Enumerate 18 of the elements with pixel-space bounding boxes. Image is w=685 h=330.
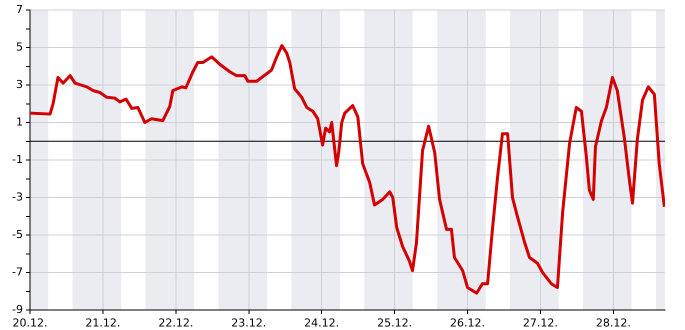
y-tick-label: -1	[12, 152, 23, 166]
y-tick-label: 7	[16, 2, 23, 16]
x-tick-label: 26.12.	[450, 316, 486, 330]
x-tick-label: 22.12.	[158, 316, 194, 330]
x-tick-label: 28.12.	[596, 316, 631, 330]
x-tick-label: 27.12.	[522, 316, 558, 330]
y-tick-label: -3	[12, 190, 23, 204]
y-tick-label: 1	[16, 115, 23, 128]
y-tick-label: 5	[16, 40, 23, 54]
x-tick-label: 23.12.	[231, 316, 266, 330]
y-tick-label: -5	[12, 228, 23, 241]
x-tick-label: 20.12.	[12, 316, 48, 330]
y-tick-label: -7	[12, 265, 23, 278]
y-tick-label: -9	[12, 302, 23, 316]
x-tick-label: 25.12.	[377, 316, 412, 330]
x-tick-label: 21.12.	[85, 316, 120, 330]
x-tick-label: 24.12.	[304, 316, 340, 330]
y-tick-label: 3	[16, 78, 23, 91]
